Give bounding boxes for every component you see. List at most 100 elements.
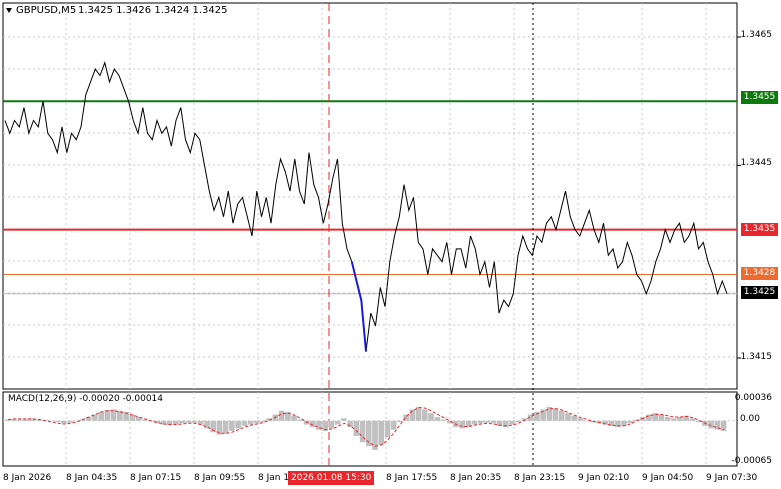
macd-tick: 0.00 [739, 414, 760, 424]
macd-histogram-bar [166, 420, 173, 426]
macd-histogram-bar [372, 420, 378, 450]
macd-histogram-bar [583, 420, 590, 422]
macd-histogram-bar [677, 417, 683, 421]
macd-histogram-bar [235, 420, 241, 429]
price-badge-last-label: 1.3425 [743, 287, 776, 297]
macd-histogram-bar [646, 414, 652, 421]
macd-histogram-bar [577, 418, 584, 421]
macd-histogram-bar [173, 420, 179, 425]
macd-histogram-bar [384, 420, 391, 438]
macd-histogram-bar [310, 420, 316, 428]
macd-histogram-bar [54, 420, 61, 423]
macd-histogram-bar [36, 419, 42, 421]
macd-panel-frame [2, 391, 738, 467]
time-label: 8 Jan 23:15 [514, 473, 566, 483]
macd-histogram-bar [17, 419, 23, 421]
price-badge-orange-label: 1.3428 [743, 268, 776, 278]
macd-histogram-bar [85, 417, 92, 421]
macd-histogram-bar [615, 420, 621, 428]
macd-histogram-bar [484, 420, 490, 423]
macd-histogram-bar [689, 418, 696, 421]
macd-histogram-bar [285, 411, 291, 421]
macd-histogram-bar [216, 420, 223, 435]
macd-histogram-bar [353, 420, 360, 436]
macd-histogram-bar [210, 420, 216, 433]
macd-histogram-bar [241, 420, 248, 426]
macd-histogram-bar [671, 418, 677, 421]
macd-histogram-bar [123, 411, 129, 421]
macd-title: MACD(12,26,9) -0.00020 -0.00014 [8, 394, 164, 404]
time-label: 9 Jan 04:50 [642, 473, 694, 483]
price-badge-red-label: 1.3435 [743, 224, 776, 234]
macd-histogram-bar [254, 420, 260, 424]
macd-histogram-bar [98, 411, 104, 421]
macd-histogram-bar [316, 420, 322, 430]
price-series-line [4, 61, 728, 352]
time-label: 8 Jan 17:55 [386, 473, 438, 483]
price-tick: 1.3445 [740, 158, 773, 168]
macd-histogram-bar [297, 419, 304, 421]
macd-histogram-bar [627, 420, 633, 424]
macd-histogram-bar [720, 420, 727, 431]
macd-histogram-bar [260, 420, 266, 423]
macd-histogram-bar [29, 418, 36, 421]
macd-histogram-bar [695, 420, 702, 423]
price-badge-last: 1.3425 [741, 286, 778, 299]
macd-histogram-bar [303, 420, 310, 425]
price-series-highlight [350, 261, 367, 352]
macd-histogram-bar [708, 420, 714, 429]
macd-signal-line [8, 406, 725, 447]
macd-histogram-bar [590, 420, 596, 423]
macd-histogram-bar [490, 420, 497, 424]
time-label: 8 Jan 2026 [3, 473, 52, 483]
macd-histogram-bar [658, 414, 665, 421]
price-badge-green-label: 1.3455 [743, 92, 776, 102]
macd-histogram-bar [571, 415, 577, 421]
macd-histogram-bar [160, 420, 167, 425]
macd-histogram-bar [714, 420, 721, 430]
time-label: 8 Jan 07:15 [130, 473, 182, 483]
macd-histogram-bar [191, 420, 198, 423]
macd-histogram-bar [565, 413, 571, 421]
macd-histogram-bar [683, 415, 689, 421]
macd-histogram-bar [229, 420, 235, 431]
macd-histogram-bar [652, 413, 658, 421]
macd-histogram-bar [322, 420, 328, 431]
macd-histogram-bar [434, 417, 441, 421]
macd-histogram-bar [278, 410, 285, 421]
macd-histogram-bar [521, 418, 528, 421]
macd-histogram-bar [608, 420, 615, 426]
macd-histogram-bar [440, 419, 447, 421]
macd-histogram-bar [141, 419, 148, 421]
price-badge-orange: 1.3428 [741, 267, 778, 280]
macd-histogram-bar [117, 410, 123, 421]
macd-histogram-bar [390, 420, 397, 430]
time-label: 8 Jan 20:35 [450, 473, 502, 483]
macd-histogram-bar [465, 420, 472, 428]
time-label: 8 Jan 04:35 [66, 473, 118, 483]
symbol-label: GBPUSD,M5 [16, 5, 77, 16]
macd-histogram-bar [23, 418, 30, 421]
macd-histogram-bar [48, 420, 55, 422]
macd-histogram-bar [415, 406, 422, 421]
macd-histogram-bar [5, 419, 11, 421]
macd-histogram-bar [502, 420, 509, 428]
macd-histogram-bar [185, 420, 192, 423]
macd-histogram-bar [129, 414, 136, 421]
macd-histogram-bar [179, 420, 185, 424]
price-tick: 1.3415 [740, 352, 773, 362]
macd-histogram-bar [92, 414, 98, 421]
macd-histogram-bar [204, 420, 210, 429]
macd-histogram-bar [67, 420, 73, 423]
macd-histogram-bar [633, 419, 640, 421]
macd-histogram-bar [403, 414, 409, 421]
macd-histogram-bar [104, 410, 111, 421]
macd-histogram-bar [546, 406, 553, 421]
time-label: 9 Jan 02:10 [578, 473, 630, 483]
macd-histogram-bar [359, 420, 366, 443]
macd-histogram-bar [341, 418, 347, 421]
symbol-dropdown-icon[interactable] [6, 8, 12, 13]
macd-histogram-bar [291, 415, 297, 421]
